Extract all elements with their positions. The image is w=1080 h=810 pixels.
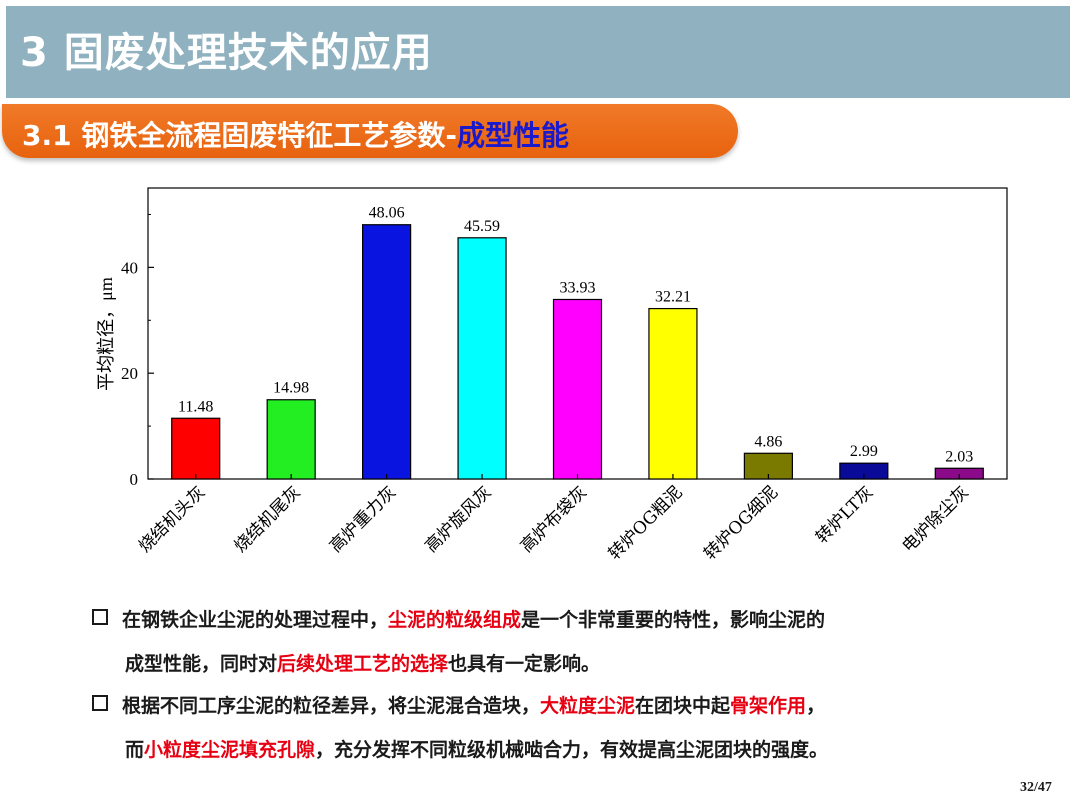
- bullet-2: 根据不同工序尘泥的粒径差异，将尘泥混合造块，大粒度尘泥在团块中起骨架作用， 而小…: [92, 684, 1052, 772]
- bar: [552, 298, 603, 480]
- x-tick-label: 转炉OG粗泥: [605, 482, 687, 564]
- x-tick-label: 高炉旋风灰: [421, 482, 495, 556]
- y-axis: 0 20 40: [121, 213, 154, 489]
- bullet-2-line-1: 根据不同工序尘泥的粒径差异，将尘泥混合造块，大粒度尘泥在团块中起骨架作用，: [92, 684, 1052, 728]
- highlight-text: 小粒度尘泥填充孔隙: [144, 739, 316, 761]
- section-heading-emphasis: 成型性能: [456, 119, 569, 152]
- bullet-1-line-1: 在钢铁企业尘泥的处理过程中，尘泥的粒级组成是一个非常重要的特性，影响尘泥的: [92, 598, 1052, 642]
- bullet-box-icon: [92, 609, 108, 625]
- y-axis-title: 平均粒径，μm: [96, 277, 116, 391]
- y-tick-label: 0: [130, 470, 139, 489]
- data-label: 11.48: [178, 398, 213, 415]
- text-run: ，: [806, 695, 826, 717]
- y-tick-label: 20: [121, 364, 138, 383]
- highlight-text: 骨架作用: [730, 695, 807, 717]
- data-label: 14.98: [273, 380, 309, 397]
- title-bar: 3 固废处理技术的应用: [6, 6, 1070, 98]
- data-label: 33.93: [560, 279, 596, 296]
- x-tick-label: 高炉重力灰: [326, 482, 400, 556]
- data-label: 45.59: [464, 218, 500, 235]
- highlight-text: 尘泥的粒级组成: [388, 609, 522, 631]
- highlight-text: 大粒度尘泥: [540, 695, 636, 717]
- text-run: 也具有一定影响。: [448, 653, 601, 675]
- bar: [171, 417, 221, 480]
- section-heading-main: 3.1 钢铁全流程固废特征工艺参数-: [22, 119, 457, 152]
- text-run: 而: [125, 739, 145, 761]
- data-label: 2.03: [945, 448, 973, 465]
- bar: [648, 307, 698, 480]
- text-run: ，充分发挥不同粒级机械啮合力，有效提高尘泥团块的强度。: [315, 739, 829, 761]
- section-heading: 3.1 钢铁全流程固废特征工艺参数-成型性能: [2, 104, 738, 158]
- highlight-text: 后续处理工艺的选择: [277, 653, 449, 675]
- page-title: 3 固废处理技术的应用: [20, 30, 433, 76]
- data-label: 32.21: [655, 289, 691, 306]
- x-axis-labels: 烧结机头灰 烧结机尾灰 高炉重力灰 高炉旋风灰 高炉布袋灰 转炉OG粗泥 转炉OG细泥 转炉L…: [135, 474, 973, 564]
- bar: [362, 224, 412, 480]
- bullet-1-line-2: 成型性能，同时对后续处理工艺的选择也具有一定影响。: [92, 642, 1052, 686]
- text-run: 在钢铁企业尘泥的处理过程中，: [122, 609, 389, 631]
- x-tick-label: 转炉OG细泥: [700, 482, 782, 564]
- data-label: 48.06: [369, 205, 405, 222]
- x-tick-label: 烧结机尾灰: [230, 482, 304, 556]
- page-number: 32/47: [1020, 780, 1052, 795]
- data-label: 4.86: [754, 433, 782, 450]
- x-tick-label: 高炉布袋灰: [517, 482, 591, 556]
- section-heading-text: 3.1 钢铁全流程固废特征工艺参数-成型性能: [22, 114, 569, 154]
- x-tick-label: 转炉LT灰: [812, 482, 877, 547]
- data-label: 2.99: [850, 443, 878, 460]
- bullet-2-line-2: 而小粒度尘泥填充孔隙，充分发挥不同粒级机械啮合力，有效提高尘泥团块的强度。: [92, 728, 1052, 772]
- bar: [457, 237, 507, 480]
- text-run: 是一个非常重要的特性，影响尘泥的: [521, 609, 826, 631]
- text-run: 根据不同工序尘泥的粒径差异，将尘泥混合造块，: [122, 695, 541, 717]
- bars: 11.48 14.98 48.06 45.59 33.93 32.21 4.86 2.99 2.…: [171, 205, 984, 480]
- bullet-box-icon: [92, 695, 108, 711]
- text-run: 在团块中起: [635, 695, 731, 717]
- bullet-1: 在钢铁企业尘泥的处理过程中，尘泥的粒级组成是一个非常重要的特性，影响尘泥的 成型…: [92, 598, 1052, 686]
- x-tick-label: 电炉除尘灰: [899, 482, 973, 556]
- y-tick-label: 40: [121, 258, 138, 277]
- text-run: 成型性能，同时对: [125, 653, 278, 675]
- bar: [266, 399, 316, 480]
- bar-chart: 0 20 40 11.48 14.98 48.06 45.59 33.93 32.21 4.86…: [96, 187, 1008, 564]
- x-tick-label: 烧结机头灰: [135, 482, 209, 556]
